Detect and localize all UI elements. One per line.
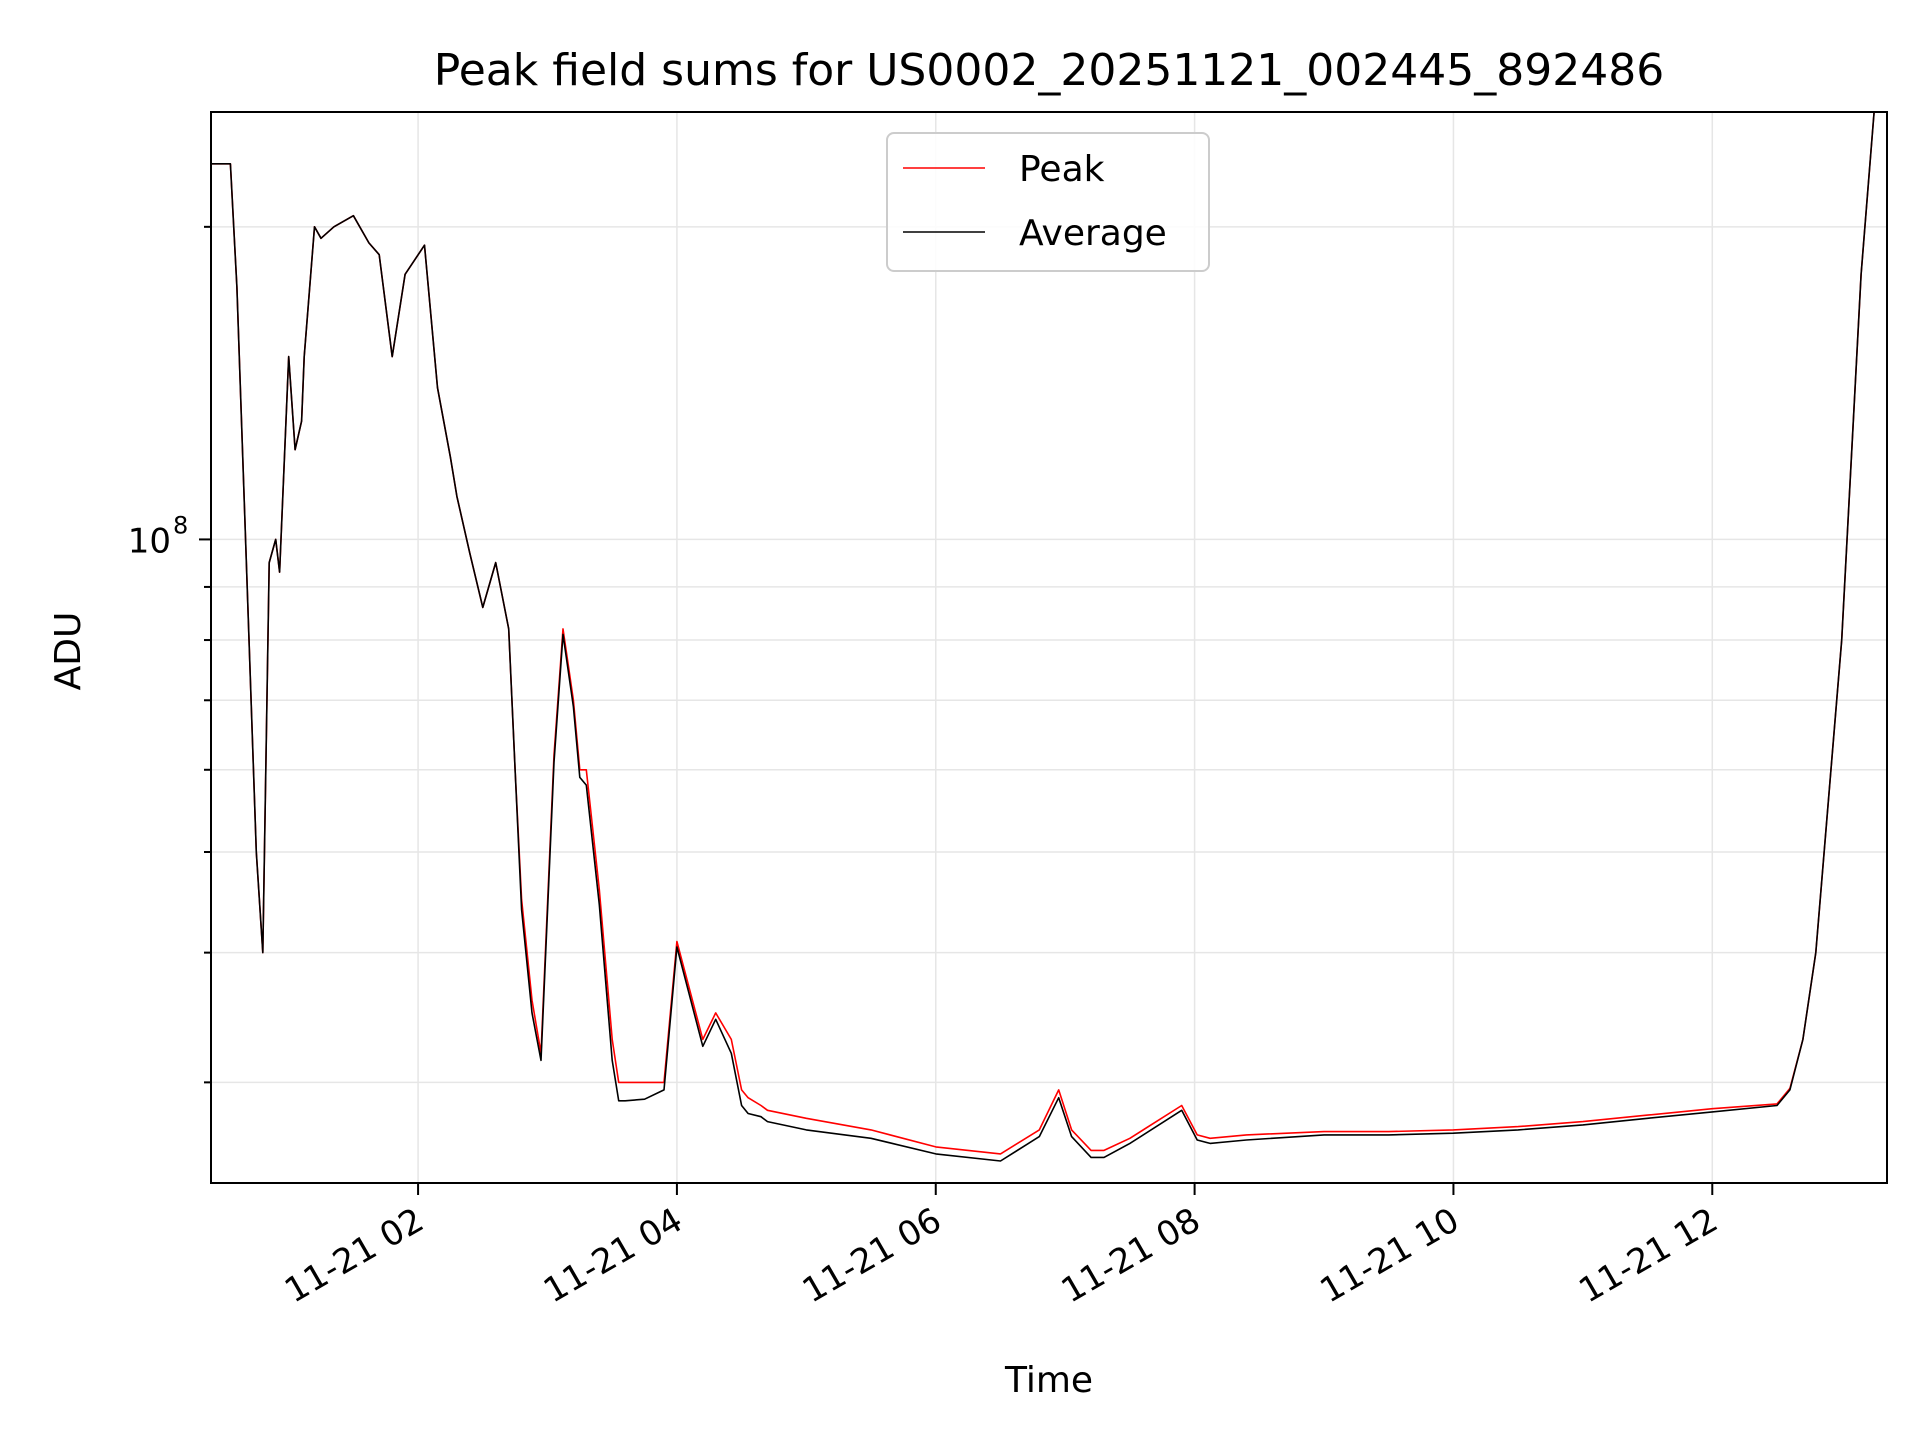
legend: Peak Average bbox=[886, 132, 1210, 272]
legend-label-peak: Peak bbox=[1019, 149, 1105, 190]
series-line-average bbox=[211, 112, 1887, 1162]
y-tick-label-exponent: 8 bbox=[173, 511, 188, 539]
y-axis-label: ADU bbox=[48, 612, 89, 691]
series-clip-group bbox=[211, 112, 1887, 1162]
x-axis-label: Time bbox=[1004, 1360, 1093, 1401]
y-tick-label-1e8: 10 8 bbox=[128, 511, 189, 561]
series-lines bbox=[211, 112, 1887, 1162]
chart-title: Peak field sums for US0002_20251121_0024… bbox=[434, 45, 1664, 96]
y-tick-label-base: 10 bbox=[128, 521, 171, 561]
plot-frame bbox=[210, 111, 1888, 1184]
grid bbox=[211, 112, 1887, 1183]
legend-label-average: Average bbox=[1019, 213, 1167, 254]
